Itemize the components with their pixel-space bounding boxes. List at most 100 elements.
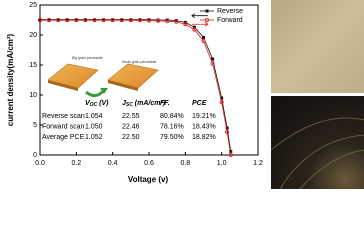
table-cell: 22.50 — [122, 134, 140, 141]
x-tick-label: 0.2 — [71, 160, 81, 167]
data-point — [38, 18, 42, 22]
data-point — [192, 25, 196, 29]
table-cell: 22.55 — [122, 113, 140, 120]
x-axis-label: Voltage (v) — [128, 175, 169, 184]
table-header-part: PCE — [192, 100, 207, 107]
figure: Big grain perovskite Small grain perovsk… — [6, 0, 364, 190]
data-point — [137, 18, 142, 23]
data-point — [174, 19, 178, 23]
x-tick-label: 1.0 — [217, 160, 227, 167]
data-point — [146, 18, 151, 23]
scan-arrow — [191, 13, 208, 19]
table-header: VOC (V) — [85, 100, 109, 108]
x-tick-label: 0.0 — [35, 160, 45, 167]
data-point — [110, 18, 115, 23]
table-header-part: J — [122, 100, 127, 107]
table-cell: 22.46 — [122, 123, 140, 130]
table-header-part: (mA/cm²) — [133, 100, 166, 107]
data-point — [92, 18, 97, 23]
photo-big-grain — [271, 0, 364, 93]
photo-small-grain — [271, 96, 364, 189]
table-header: PCE — [192, 100, 207, 107]
inset-films — [47, 63, 159, 97]
data-point — [192, 27, 197, 32]
data-point — [111, 18, 115, 22]
data-point — [101, 18, 106, 23]
data-point — [210, 61, 215, 66]
data-point — [147, 18, 151, 22]
data-point — [183, 22, 188, 27]
data-point — [83, 18, 88, 23]
data-point — [156, 18, 161, 23]
table-cell: 78.16% — [160, 123, 184, 130]
table-header-part: (V) — [97, 100, 109, 107]
y-tick-label: 20 — [29, 32, 37, 39]
data-point — [119, 18, 124, 23]
data-point — [202, 35, 205, 39]
table-header: JSC (mA/cm²) — [122, 100, 166, 108]
table-row-label: Forward scan — [42, 123, 85, 130]
inset-label: Big grain perovskite — [72, 56, 103, 60]
y-tick-label: 25 — [29, 2, 37, 9]
y-tick-label: 0 — [33, 152, 37, 159]
table-header-part: OC — [90, 102, 98, 108]
table-header-part: FF. — [160, 100, 170, 107]
x-tick-label: 1.2 — [253, 160, 263, 167]
table-cell: 79.50% — [160, 134, 184, 141]
data-point — [83, 18, 87, 22]
photo-rings — [270, 117, 364, 190]
data-point — [225, 130, 230, 135]
table-header: FF. — [160, 100, 170, 107]
table-cell: 80.84% — [160, 113, 184, 120]
scan-arrow — [191, 21, 209, 27]
table-header-part: V — [85, 100, 91, 107]
y-axis-label: current density(mA/cm²) — [6, 33, 15, 126]
data-point — [74, 18, 79, 23]
data-point — [228, 152, 233, 157]
data-point — [38, 18, 43, 23]
data-point — [219, 100, 224, 105]
page: {"chart_data":{"type":"line", "x_label":… — [6, 0, 364, 190]
legend-label: Forward — [217, 17, 243, 24]
data-point — [74, 18, 78, 22]
data-point — [56, 18, 60, 22]
legend-marker — [205, 9, 209, 13]
table-row-label: Reverse scan — [42, 113, 85, 120]
data-point — [93, 18, 96, 22]
data-point — [102, 18, 106, 22]
table-cell: 1.052 — [85, 134, 103, 141]
data-point — [220, 96, 224, 100]
table-cell: 19.21% — [192, 113, 216, 120]
data-point — [47, 18, 52, 23]
x-tick-label: 0.6 — [144, 160, 154, 167]
x-tick-label: 0.4 — [108, 160, 118, 167]
x-tick-label: 0.8 — [180, 160, 190, 167]
legend-marker — [204, 17, 209, 22]
data-point — [211, 57, 215, 61]
data-point — [56, 18, 61, 23]
data-point — [229, 149, 233, 153]
y-tick-label: 15 — [29, 62, 37, 69]
table-row-label: Average PCE — [42, 134, 85, 141]
table-cell: 1.054 — [85, 113, 103, 120]
data-point — [174, 19, 179, 24]
y-tick-label: 5 — [33, 122, 37, 129]
series-line — [40, 19, 232, 156]
table-cell: 18.82% — [192, 134, 216, 141]
y-tick-label: 10 — [29, 92, 37, 99]
data-point — [156, 18, 160, 22]
data-point — [165, 19, 170, 24]
data-point — [201, 39, 206, 44]
data-point — [138, 18, 142, 22]
table-cell: 1.050 — [85, 123, 103, 130]
data-point — [120, 18, 124, 22]
table-cell: 18.43% — [192, 123, 216, 130]
data-point — [65, 18, 69, 22]
table-header-part: SC — [126, 102, 133, 108]
data-point — [65, 18, 70, 23]
data-point — [128, 18, 133, 23]
legend-label: Reverse — [217, 8, 243, 15]
data-point — [129, 18, 133, 22]
inset-label: Small grain perovskite — [122, 60, 156, 64]
data-point — [225, 126, 229, 130]
